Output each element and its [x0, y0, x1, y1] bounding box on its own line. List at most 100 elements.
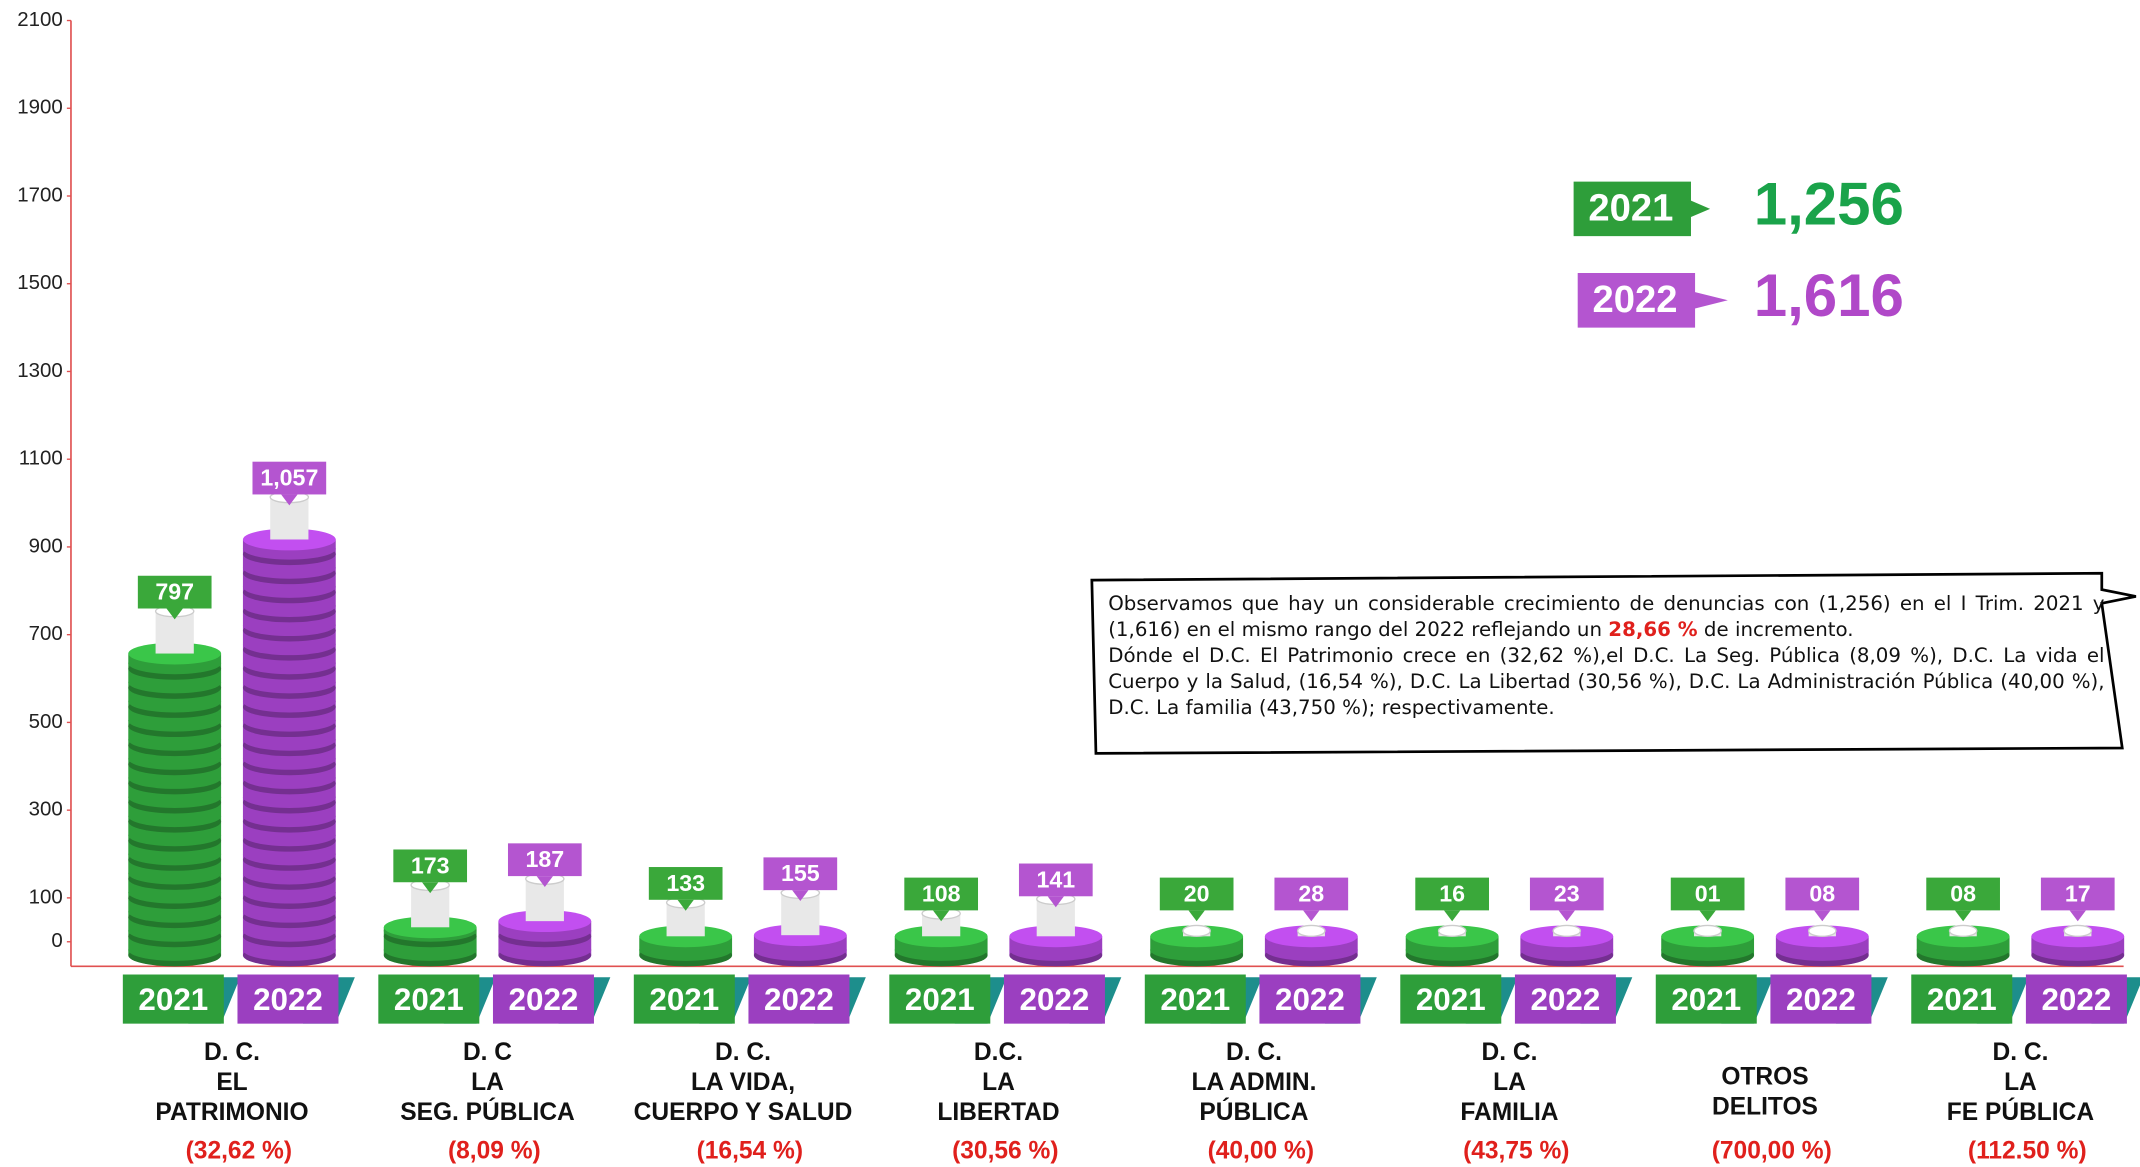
value-label: 16	[1439, 880, 1465, 906]
value-label: 187	[525, 846, 564, 872]
series-tag-label: 2022	[764, 982, 834, 1017]
category-label: LA ADMIN.	[1191, 1069, 1316, 1096]
bar: 08 2021	[1911, 878, 2028, 1024]
category-note: (112.50 %)	[1968, 1137, 2087, 1164]
bar: 16 2021	[1400, 878, 1517, 1024]
category-label: LA	[2004, 1069, 2037, 1096]
value-label: 28	[1298, 880, 1324, 906]
value-label: 108	[922, 880, 961, 906]
series-tag-label: 2021	[1671, 982, 1741, 1017]
y-tick-label: 900	[29, 534, 63, 557]
value-label: 08	[1950, 880, 1976, 906]
value-label-pointer	[2070, 910, 2086, 921]
series-tag-label: 2021	[649, 982, 719, 1017]
y-tick-label: 1100	[19, 447, 63, 470]
value-label: 155	[781, 860, 820, 886]
bar: 187 2022	[493, 843, 610, 1023]
y-tick-label: 300	[29, 798, 63, 821]
bar: 28 2022	[1259, 878, 1376, 1024]
category-note: (700,00 %)	[1712, 1137, 1832, 1164]
value-label-pointer	[1444, 910, 1460, 921]
series-tag-label: 2022	[1786, 982, 1856, 1017]
value-label-pointer	[1303, 910, 1319, 921]
category-label: D. C.	[1226, 1039, 1282, 1066]
category-label: D. C.	[1992, 1039, 2048, 1066]
category-note: (16,54 %)	[697, 1137, 803, 1164]
legend-label: 2022	[1593, 278, 1678, 321]
chart: Observamos que hay un considerable creci…	[0, 0, 2140, 1167]
series-tag-label: 2022	[253, 982, 323, 1017]
series-tag-label: 2022	[1275, 982, 1345, 1017]
category-label: D. C.	[204, 1039, 260, 1066]
value-label: 01	[1695, 880, 1721, 906]
y-tick-label: 1300	[17, 359, 63, 382]
series-tag-label: 2021	[1416, 982, 1486, 1017]
cylinder-top	[1183, 925, 1210, 936]
value-label: 17	[2065, 880, 2091, 906]
value-label-pointer	[1955, 910, 1971, 921]
y-tick-label: 700	[29, 622, 63, 645]
category-label: DELITOS	[1712, 1094, 1818, 1121]
category-label: OTROS	[1721, 1064, 1808, 1091]
y-tick-label: 100	[29, 885, 63, 908]
series-tag-label: 2021	[905, 982, 975, 1017]
value-label: 133	[666, 870, 705, 896]
category-label: PATRIMONIO	[155, 1099, 308, 1126]
value-label: 797	[155, 579, 194, 605]
value-label-pointer	[1559, 910, 1575, 921]
value-label-pointer	[1699, 910, 1715, 921]
legend-label: 2021	[1588, 186, 1673, 229]
bar: 20 2021	[1145, 878, 1262, 1024]
y-tick-label: 1900	[17, 96, 63, 119]
bar: 155 2022	[748, 857, 865, 1023]
annotation-part: de incremento.	[1698, 620, 1854, 642]
value-label: 20	[1184, 880, 1210, 906]
bar: 1412022	[1004, 864, 1121, 1024]
bar: 108 2021	[889, 878, 1006, 1024]
cylinder-top	[1949, 925, 1976, 936]
series-tag-label: 2022	[1531, 982, 1601, 1017]
y-tick-label: 1500	[17, 271, 63, 294]
category-note: (32,62 %)	[186, 1137, 292, 1164]
cylinder-top	[2064, 925, 2091, 936]
value-label-pointer	[1188, 910, 1204, 921]
category-label: LIBERTAD	[937, 1099, 1059, 1126]
category-label: LA VIDA,	[691, 1069, 795, 1096]
bar: 01 2021	[1656, 878, 1773, 1024]
annotation-highlight: 28,66 %	[1608, 620, 1697, 642]
cylinder-top	[1553, 925, 1580, 936]
series-tag-label: 2021	[1160, 982, 1230, 1017]
category-label: LA	[1493, 1069, 1526, 1096]
series-tag-label: 2022	[1020, 982, 1090, 1017]
category-label: FE PÚBLICA	[1947, 1098, 2095, 1126]
bar: 797 2021	[123, 576, 240, 1024]
cylinder-top	[1809, 925, 1836, 936]
y-tick-label: 2100	[17, 8, 63, 31]
category-label: D.C.	[974, 1039, 1023, 1066]
category-note: (40,00 %)	[1208, 1137, 1314, 1164]
annotation-part: Observamos que hay un considerable creci…	[1108, 594, 2104, 642]
value-label: 173	[411, 852, 450, 878]
category-label: LA	[982, 1069, 1015, 1096]
category-label: EL	[216, 1069, 247, 1096]
value-label: 08	[1809, 880, 1835, 906]
category-note: (43,75 %)	[1463, 1137, 1569, 1164]
series-tag-label: 2021	[1927, 982, 1997, 1017]
page: Observamos que hay un considerable creci…	[0, 0, 2140, 1167]
annotation-part: Dónde el D.C. El Patrimonio crece en (32…	[1108, 646, 2104, 720]
annotation-text: Observamos que hay un considerable creci…	[1108, 592, 2104, 722]
cylinder-top	[1298, 925, 1325, 936]
category-label: LA	[471, 1069, 504, 1096]
cylinder-top	[1694, 925, 1721, 936]
category-label: D. C.	[1482, 1039, 1538, 1066]
series-tag-label: 2022	[509, 982, 579, 1017]
series-tag-label: 2021	[138, 982, 208, 1017]
category-label: SEG. PÚBLICA	[400, 1098, 575, 1126]
category-label: CUERPO Y SALUD	[634, 1099, 853, 1126]
category-label: FAMILIA	[1460, 1099, 1558, 1126]
series-tag-label: 2022	[2041, 982, 2111, 1017]
annotation: Observamos que hay un considerable creci…	[1108, 592, 2104, 742]
